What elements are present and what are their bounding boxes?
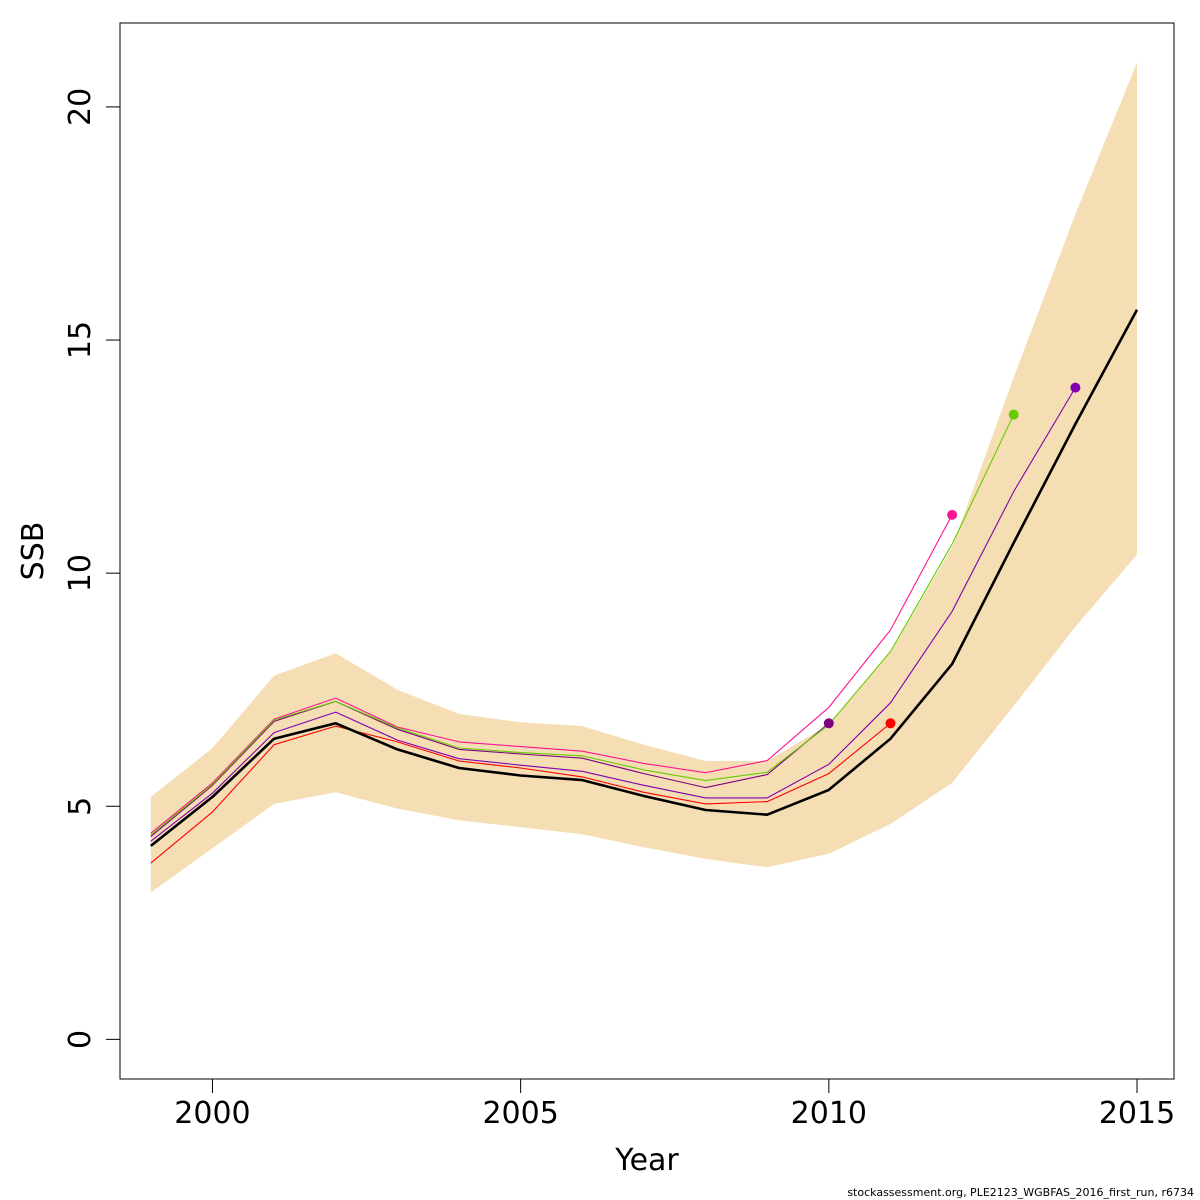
y-axis: 0 5 10 15 20 [63,88,121,1049]
series-line-4 [150,414,1015,836]
y-tick-label: 5 [63,797,98,816]
x-axis-title: Year [614,1143,679,1178]
series-end-point-3 [947,509,958,520]
x-axis: 2000 2005 2010 2015 [174,1078,1175,1131]
series-line-1 [150,722,891,864]
y-tick-label: 15 [63,321,98,359]
x-tick-label: 2010 [791,1096,867,1131]
confidence-band-layer [150,62,1138,893]
series-line-2 [150,700,830,838]
series-end-point-5 [1070,382,1081,393]
y-tick-label: 20 [63,88,98,126]
x-tick-label: 2005 [482,1096,558,1131]
series-line-5 [150,387,1076,842]
series-end-point-1 [885,718,896,729]
series-layer [149,309,1139,864]
y-axis-title: SSB [16,522,51,581]
footer-note: stockassessment.org, PLE2123_WGBFAS_2016… [847,1186,1194,1199]
x-tick-label: 2015 [1099,1096,1175,1131]
series-end-point-2 [823,718,834,729]
series-end-point-4 [1008,409,1019,420]
y-tick-label: 10 [63,554,98,592]
confidence-band [150,62,1138,893]
x-tick-label: 2000 [174,1096,250,1131]
y-tick-label: 0 [63,1030,98,1049]
series-line-3 [150,514,953,834]
end-marker-layer [823,382,1081,729]
series-line-0 [149,309,1139,847]
